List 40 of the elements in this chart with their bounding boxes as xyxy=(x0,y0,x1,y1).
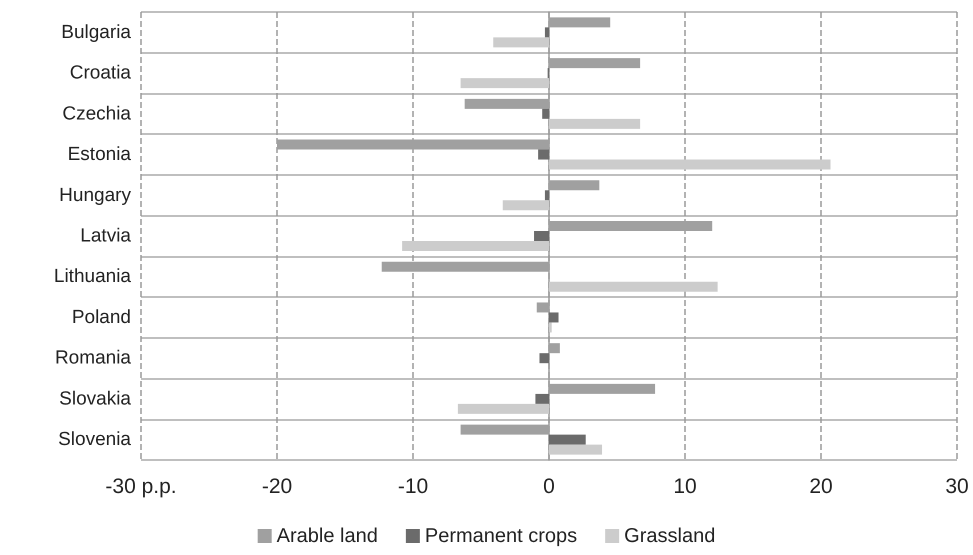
bar xyxy=(544,27,549,38)
bar xyxy=(549,444,602,455)
bar xyxy=(549,160,831,170)
y-tick-label: Hungary xyxy=(59,184,132,206)
y-tick-label: Estonia xyxy=(68,144,132,166)
legend-label: Grassland xyxy=(624,525,716,547)
x-tick-label: -20 xyxy=(262,475,292,498)
bar xyxy=(549,312,559,322)
y-tick-label: Poland xyxy=(72,306,131,328)
x-tick-label: 0 xyxy=(543,475,555,498)
bar xyxy=(458,404,549,414)
bar xyxy=(544,190,549,200)
y-tick-label: Slovenia xyxy=(58,429,132,450)
x-tick-label: -30 p.p. xyxy=(105,475,177,498)
bar xyxy=(549,118,640,129)
legend-label: Permanent crops xyxy=(424,525,578,547)
bar xyxy=(549,282,718,292)
bar xyxy=(534,231,549,241)
x-tick-label: -10 xyxy=(398,475,428,498)
bar xyxy=(542,108,549,119)
bar xyxy=(493,37,549,48)
bar xyxy=(549,322,552,332)
y-tick-label: Bulgaria xyxy=(61,22,132,43)
bar xyxy=(538,150,549,160)
y-tick-label: Croatia xyxy=(70,62,132,84)
y-tick-label: Czechia xyxy=(62,103,132,124)
x-tick-label: 30 xyxy=(945,475,969,498)
y-tick-label: Lithuania xyxy=(54,266,132,288)
bar xyxy=(460,78,549,88)
bar xyxy=(402,241,549,251)
bar xyxy=(535,394,549,404)
y-tick-label: Romania xyxy=(54,348,132,369)
legend-label: Arable land xyxy=(276,525,378,547)
x-tick-label: 20 xyxy=(809,475,833,498)
y-tick-label: Slovakia xyxy=(59,388,132,410)
bar xyxy=(539,353,549,364)
bar xyxy=(549,434,586,445)
y-tick-label: Latvia xyxy=(80,226,132,246)
x-tick-label: 10 xyxy=(673,475,697,498)
bar xyxy=(502,200,549,210)
